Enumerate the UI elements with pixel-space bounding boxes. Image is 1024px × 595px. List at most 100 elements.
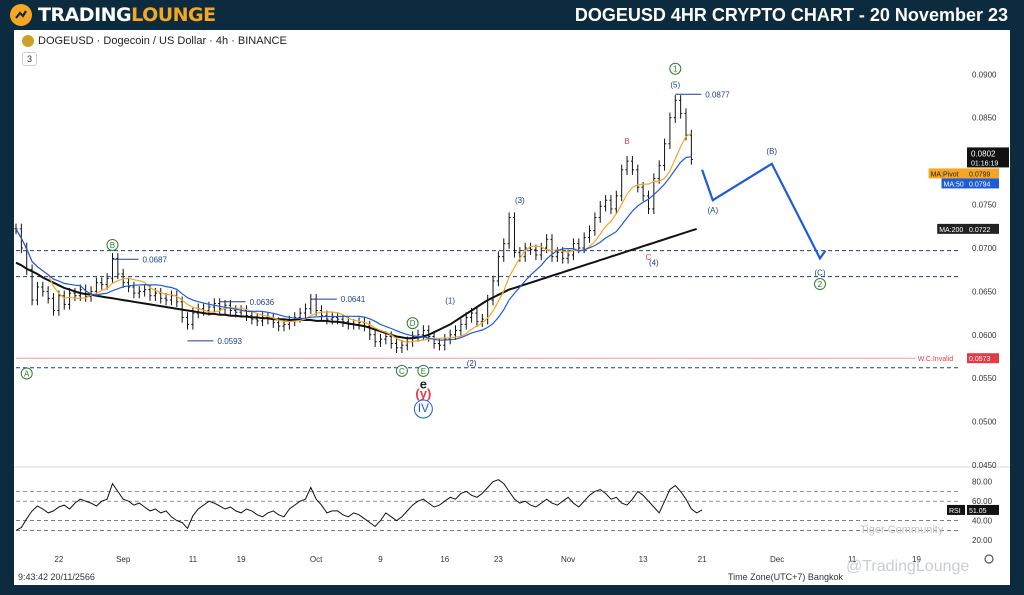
chart-panel[interactable]: 0.0900 0.0850 0.0750 0.0700 0.0650 0.0600 0.05…: [14, 30, 1010, 585]
price-tick-label: 0.0600: [972, 331, 997, 340]
time-tick-label: Sep: [116, 555, 131, 564]
wave-label: (1): [445, 297, 455, 306]
indicator-badge-label: MA:Pivot: [931, 171, 959, 178]
wave-label-circle: [669, 62, 682, 75]
time-tick-label: 11: [848, 555, 857, 564]
price-tick-label: 0.0650: [972, 287, 997, 296]
ma50-line: [15, 156, 692, 341]
wave-label: (2): [467, 359, 477, 368]
rsi-line: [15, 479, 703, 531]
price-label: 0.0687: [142, 255, 167, 264]
wave-label: (4): [649, 258, 659, 267]
wave-label: IV: [418, 401, 429, 415]
time-tick-label: 16: [440, 555, 449, 564]
wave-label: (A): [707, 206, 718, 215]
last-price-countdown: 01:16:19: [971, 160, 998, 167]
indicator-badge-label: MA:50: [944, 181, 964, 188]
symbol-info[interactable]: DOGEUSD · Dogecoin / US Dollar · 4h · BI…: [22, 35, 287, 47]
tiger-community-watermark: Tiger Community: [860, 524, 944, 536]
wave-label: C: [646, 253, 652, 262]
wave-label: (3): [515, 196, 525, 205]
ma-pivot-line: [15, 133, 692, 343]
price-tick-label: 0.0850: [972, 114, 997, 123]
rsi-badge-label-bg: [947, 504, 965, 515]
wave-label-circle: [20, 367, 33, 380]
wave-projection-path: [701, 162, 827, 261]
wave-label-circle: [395, 364, 408, 377]
wave-label: B: [110, 241, 115, 250]
last-price-value: 0.0802: [971, 149, 996, 158]
price-label: 0.0593: [218, 337, 243, 346]
symbol-label: DOGEUSD · Dogecoin / US Dollar · 4h · BI…: [38, 35, 287, 47]
dogecoin-icon: [22, 35, 34, 47]
indicator-badge-label-bg: [937, 223, 967, 234]
time-tick-label: 21: [698, 555, 707, 564]
indicator-badge-value-bg: [967, 178, 999, 189]
rsi-badge-value-bg: [967, 504, 999, 515]
ma200-line: [15, 227, 698, 340]
indicator-badge-label: MA:200: [939, 227, 963, 234]
rsi-tick-label: 80.00: [972, 478, 993, 487]
wave-label-circle: [417, 364, 430, 377]
rsi-badge-value: 51.05: [969, 508, 987, 515]
wave-label: 2: [818, 280, 823, 289]
price-tick-label: 0.0700: [972, 244, 997, 253]
indicator-count-toggle[interactable]: 3: [22, 52, 38, 66]
indicator-badge-value: 0.0799: [969, 171, 991, 178]
last-price-badge: [967, 147, 1009, 168]
indicator-badge-value: 0.0794: [969, 181, 991, 188]
indicator-badge-label: W.C.Invalid: [918, 356, 954, 363]
header-bar: TRADINGLOUNGE DOGEUSD 4HR CRYPTO CHART -…: [0, 0, 1024, 30]
price-label: 0.0877: [705, 90, 730, 99]
indicator-badge-value: 0.0573: [969, 356, 991, 363]
price-tick-label: 0.0550: [972, 374, 997, 383]
wave-label: E: [421, 367, 426, 376]
timezone-selector[interactable]: Time Zone(UTC+7) Bangkok: [728, 572, 843, 582]
wave-label: (C): [814, 269, 825, 278]
wave-label: (B): [766, 147, 777, 156]
time-tick-label: 19: [912, 555, 921, 564]
wave-label: e: [420, 377, 427, 392]
wave-label-circle: [406, 317, 419, 330]
wave-label: C: [399, 367, 405, 376]
timestamp: 9:43:42 20/11/2566: [18, 572, 95, 582]
price-label: 0.0636: [250, 298, 275, 307]
logo-text-part1: TRADING: [38, 4, 132, 26]
indicator-badge-value-bg: [967, 223, 999, 234]
price-tick-label: 0.0500: [972, 418, 997, 427]
price-label: 0.0641: [341, 295, 366, 304]
page-title: DOGEUSD 4HR CRYPTO CHART - 20 November 2…: [574, 5, 1008, 25]
indicator-badge-value-bg: [967, 168, 999, 179]
wave-label: 1: [673, 65, 678, 74]
price-tick-label: 0.0450: [972, 461, 997, 470]
time-tick-label: 22: [54, 555, 63, 564]
indicator-badge-label-bg: [941, 178, 967, 189]
time-tick-label: 11: [189, 555, 198, 564]
wave-label-circle: [413, 399, 433, 419]
time-tick-label: Nov: [561, 555, 575, 564]
rsi-tick-label: 60.00: [972, 497, 993, 506]
wave-label: (y): [415, 386, 431, 401]
logo-arrow-icon: [10, 4, 32, 26]
wave-label: D: [410, 319, 416, 328]
time-tick-label: 19: [237, 555, 246, 564]
gear-icon: [984, 554, 994, 564]
indicator-badge-value-bg: [967, 353, 999, 364]
indicator-badge-label-bg: [928, 168, 967, 179]
indicator-badge-label-bg: [915, 353, 967, 364]
wave-label: A: [24, 369, 30, 378]
rsi-tick-label: 40.00: [972, 517, 993, 526]
price-tick-label: 0.0750: [972, 201, 997, 210]
time-tick-label: Oct: [310, 555, 323, 564]
rsi-badge-label: RSI: [949, 508, 961, 515]
time-tick-label: 23: [494, 555, 503, 564]
price-tick-label: 0.0900: [972, 70, 997, 79]
time-tick-label: 9: [378, 555, 383, 564]
wave-label: (5): [670, 80, 680, 89]
wave-label: B: [624, 137, 629, 146]
tradinglounge-watermark: @TradingLounge: [846, 558, 970, 575]
logo-text-part2: LOUNGE: [131, 4, 216, 26]
indicator-badge-value: 0.0722: [969, 227, 991, 234]
wave-label-circle: [814, 278, 826, 291]
price-chart[interactable]: 0.0900 0.0850 0.0750 0.0700 0.0650 0.0600 0.05…: [14, 30, 1010, 585]
